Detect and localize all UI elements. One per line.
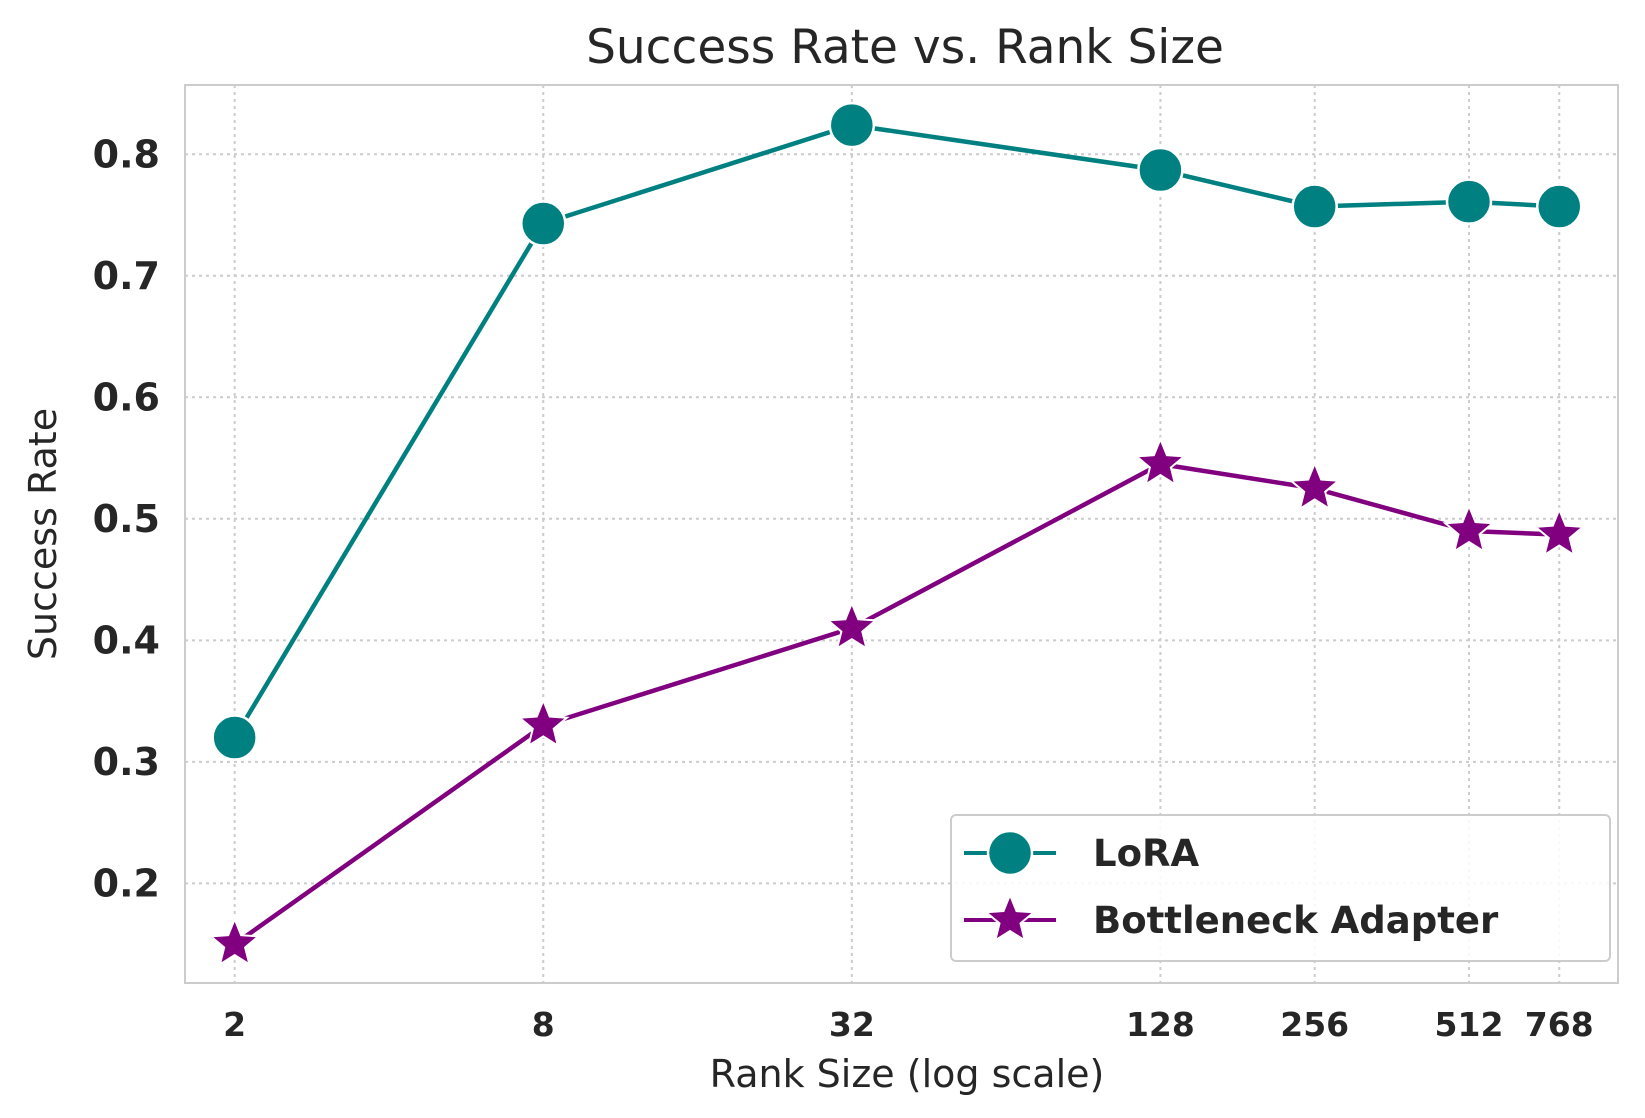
data-point-lora (520, 200, 567, 247)
data-point-bottleneck-adapter (825, 600, 879, 651)
data-point-lora (1445, 178, 1493, 225)
y-tick-label: 0.3 (93, 740, 160, 784)
data-point-bottleneck-adapter (1532, 506, 1586, 557)
x-axis-label: Rank Size (log scale) (710, 1052, 1105, 1096)
series-bottleneck-adapter (208, 436, 1586, 967)
grid (185, 85, 1618, 983)
x-tick-label: 768 (1525, 1005, 1594, 1044)
data-point-lora (1535, 183, 1583, 230)
y-tick-label: 0.2 (93, 861, 160, 905)
x-tick-label: 2 (223, 1005, 246, 1044)
data-point-lora (1137, 146, 1184, 194)
y-tick-label: 0.4 (93, 618, 160, 662)
y-tick-label: 0.8 (93, 132, 160, 176)
series-lora (211, 101, 1583, 761)
x-tick-label: 32 (829, 1005, 875, 1044)
y-tick-label: 0.7 (93, 254, 160, 298)
x-axis-ticks: 2 8 32 128 256 512 768 (223, 1005, 1594, 1044)
legend-label-bottleneck-adapter: Bottleneck Adapter (1093, 899, 1499, 942)
plot-frame (184, 84, 1619, 984)
chart-title: Success Rate vs. Rank Size (586, 20, 1224, 75)
legend-marker-lora (986, 829, 1034, 877)
legend-box (950, 814, 1611, 962)
y-tick-label: 0.5 (93, 497, 160, 541)
data-point-lora (211, 714, 258, 761)
legend: LoRA Bottleneck Adapter (950, 814, 1611, 962)
series (208, 101, 1586, 967)
x-tick-label: 8 (532, 1005, 555, 1044)
data-point-bottleneck-adapter (1134, 436, 1187, 487)
x-tick-label: 512 (1435, 1005, 1504, 1044)
x-tick-label: 256 (1280, 1005, 1349, 1044)
data-point-bottleneck-adapter (1288, 460, 1342, 511)
data-point-lora (1291, 183, 1338, 230)
y-axis-ticks: 0.2 0.3 0.4 0.5 0.6 0.7 0.8 (93, 132, 160, 905)
legend-marker-bottleneck-adapter (983, 892, 1037, 943)
x-tick-label: 128 (1126, 1005, 1195, 1044)
data-point-lora (828, 101, 876, 149)
data-point-bottleneck-adapter (1442, 503, 1496, 554)
y-tick-label: 0.6 (93, 375, 160, 419)
legend-label-lora: LoRA (1093, 832, 1199, 875)
data-point-bottleneck-adapter (208, 916, 261, 967)
y-axis-label: Success Rate (21, 408, 65, 660)
data-point-bottleneck-adapter (516, 697, 570, 748)
